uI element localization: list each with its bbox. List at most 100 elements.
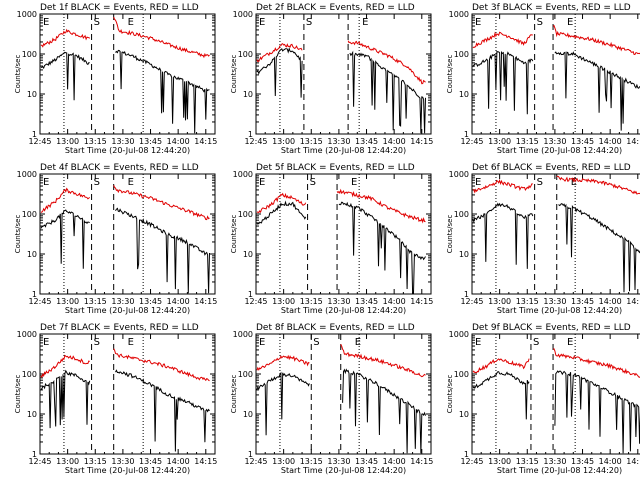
x-tick-label: 14:15 [626,137,640,146]
marker-e-left: E [43,17,49,28]
events-series-line [256,368,426,454]
y-axis-label: Counts/sec [446,375,454,414]
x-tick-label: 12:45 [28,457,51,466]
x-tick-label: 12:45 [244,297,267,306]
marker-e-left: E [475,337,481,348]
x-tick-label: 13:00 [56,457,79,466]
y-tick-label: 1000 [449,170,469,179]
x-tick-label: 13:45 [139,297,162,306]
plot-frame [471,13,640,135]
x-tick-label: 13:45 [571,457,594,466]
x-tick-label: 13:00 [272,297,295,306]
marker-s: S [537,17,543,28]
x-tick-label: 13:15 [516,137,539,146]
x-tick-label: 13:30 [327,137,350,146]
plot-frame [39,333,216,455]
marker-e-right: E [351,177,357,188]
y-tick-label: 100 [238,50,253,59]
y-tick-label: 1 [464,450,469,459]
y-tick-label: 1 [248,290,253,299]
y-axis-label: Counts/sec [230,55,238,94]
y-tick-label: 100 [22,210,37,219]
x-tick-label: 12:45 [28,137,51,146]
y-tick-label: 1000 [233,10,253,19]
y-tick-label: 1000 [17,170,37,179]
x-tick-label: 13:45 [139,137,162,146]
x-tick-label: 13:15 [300,137,323,146]
x-tick-label: 13:30 [327,457,350,466]
x-tick-label: 14:00 [167,297,190,306]
marker-s: S [310,177,316,188]
y-tick-label: 100 [454,370,469,379]
y-axis-label: Counts/sec [14,215,22,254]
x-tick-label: 13:00 [56,137,79,146]
x-tick-label: 14:00 [167,457,190,466]
events-series-line [256,47,426,134]
detector-panel-3: Det 3f BLACK = Events, RED = LLD 1 10 100 10… [446,3,640,155]
x-tick-label: 14:00 [383,297,406,306]
x-tick-label: 13:30 [543,457,566,466]
panel-title: Det 4f BLACK = Events, RED = LLD [40,163,199,173]
panel-title: Det 8f BLACK = Events, RED = LLD [256,323,415,333]
y-tick-label: 1 [464,130,469,139]
events-series-line [40,207,210,294]
y-tick-label: 1 [248,130,253,139]
plot-frame [471,333,640,455]
y-tick-label: 100 [22,50,37,59]
x-tick-label: 13:00 [488,457,511,466]
lld-series-line [256,40,426,85]
y-tick-label: 1000 [233,330,253,339]
plot-frame [255,13,432,135]
events-series-line [472,202,640,293]
x-tick-label: 14:00 [167,137,190,146]
x-tick-label: 13:15 [516,457,539,466]
lld-series-line [472,24,640,56]
panel-title: Det 5f BLACK = Events, RED = LLD [256,163,415,173]
lld-series-line [256,343,426,378]
x-tick-label: 13:45 [571,297,594,306]
lld-series-line [40,185,210,221]
lld-series-line [40,16,210,59]
x-tick-label: 14:15 [194,137,217,146]
x-tick-label: 13:00 [272,137,295,146]
x-tick-label: 13:15 [300,297,323,306]
x-tick-label: 13:15 [84,137,107,146]
plot-frame [39,13,216,135]
y-tick-label: 1 [32,290,37,299]
x-tick-label: 14:15 [410,297,433,306]
y-tick-label: 1 [32,450,37,459]
detector-panel-4: Det 4f BLACK = Events, RED = LLD 1 10 100 10… [14,163,217,315]
x-axis-label: Start Time (20-Jul-08 12:44:20) [65,146,190,155]
x-axis-label: Start Time (20-Jul-08 12:44:20) [497,306,622,315]
marker-e-right: E [571,177,577,188]
x-tick-label: 13:15 [300,457,323,466]
y-axis-label: Counts/sec [14,375,22,414]
marker-e-left: E [43,177,49,188]
panel-title: Det 1f BLACK = Events, RED = LLD [40,3,199,13]
detector-panel-5: Det 5f BLACK = Events, RED = LLD 1 10 100 10… [230,163,433,315]
y-tick-label: 1 [464,290,469,299]
x-tick-label: 13:45 [139,457,162,466]
marker-e-right: E [128,337,134,348]
y-tick-label: 1 [248,450,253,459]
detector-panel-1: Det 1f BLACK = Events, RED = LLD 1 10 100 10… [14,3,217,155]
x-tick-label: 12:45 [460,297,483,306]
x-tick-label: 13:15 [516,297,539,306]
x-tick-label: 14:15 [626,297,640,306]
lld-series-line [472,175,640,195]
x-axis-label: Start Time (20-Jul-08 12:44:20) [65,466,190,475]
marker-e-left: E [43,337,49,348]
y-axis-label: Counts/sec [446,55,454,94]
x-axis-label: Start Time (20-Jul-08 12:44:20) [281,306,406,315]
x-tick-label: 13:00 [488,137,511,146]
events-series-line [40,369,210,452]
detector-panel-9: Det 9f BLACK = Events, RED = LLD 1 10 100 10… [446,323,640,475]
x-axis-label: Start Time (20-Jul-08 12:44:20) [281,466,406,475]
x-tick-label: 13:00 [56,297,79,306]
marker-s: S [306,17,312,28]
x-tick-label: 12:45 [460,137,483,146]
detector-panel-2: Det 2f BLACK = Events, RED = LLD 1 10 100 10… [230,3,433,155]
detector-panel-7: Det 7f BLACK = Events, RED = LLD 1 10 100 10… [14,323,217,475]
y-tick-label: 10 [243,250,253,259]
